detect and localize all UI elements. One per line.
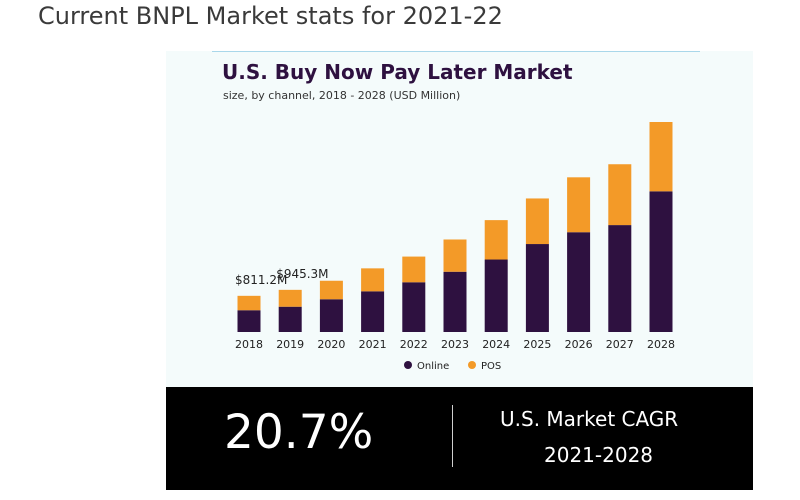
x-tick-label-2018: 2018 [235, 338, 263, 351]
data-label-2019: $945.3M [276, 267, 328, 281]
bar-online-2028 [649, 191, 673, 332]
x-tick-label-2024: 2024 [482, 338, 510, 351]
bar-online-2025 [525, 244, 549, 332]
x-tick-label-2022: 2022 [400, 338, 428, 351]
bar-online-2027 [608, 225, 632, 332]
legend-label-online: Online [417, 361, 449, 372]
bar-online-2023 [443, 271, 467, 332]
banner-divider [452, 405, 453, 467]
x-tick-label-2019: 2019 [276, 338, 304, 351]
bar-online-2022 [402, 282, 426, 332]
bar-online-2020 [319, 299, 343, 332]
card-top-divider [212, 51, 700, 52]
bar-pos-2026 [567, 177, 591, 233]
bar-pos-2021 [361, 268, 385, 292]
legend-swatch-pos [468, 361, 476, 369]
page-title: Current BNPL Market stats for 2021-22 [38, 2, 503, 30]
data-label-2018: $811.2M [235, 273, 287, 287]
bar-pos-2020 [319, 280, 343, 300]
bar-online-2024 [484, 259, 508, 332]
chart-title: U.S. Buy Now Pay Later Market [222, 60, 573, 84]
bar-online-2021 [361, 291, 385, 332]
cagr-period: 2021-2028 [544, 443, 654, 467]
cagr-banner: 20.7% U.S. Market CAGR 2021-2028 [166, 387, 753, 490]
bar-pos-2019 [278, 289, 302, 307]
chart-card: U.S. Buy Now Pay Later Market size, by c… [166, 51, 753, 388]
bar-pos-2028 [649, 122, 673, 192]
x-tick-label-2026: 2026 [565, 338, 593, 351]
legend-swatch-online [404, 361, 412, 369]
x-tick-label-2021: 2021 [359, 338, 387, 351]
bar-online-2019 [278, 306, 302, 332]
x-tick-label-2027: 2027 [606, 338, 634, 351]
bar-pos-2022 [402, 256, 426, 283]
x-tick-label-2028: 2028 [647, 338, 675, 351]
bar-pos-2025 [525, 198, 549, 245]
x-tick-label-2023: 2023 [441, 338, 469, 351]
bar-online-2018 [237, 310, 261, 332]
chart-subtitle: size, by channel, 2018 - 2028 (USD Milli… [223, 89, 461, 102]
bar-pos-2023 [443, 239, 467, 272]
stacked-bar-chart: 2018 2019 2020 2021 2022 2023 2024 2025 2026 2027… [235, 122, 675, 372]
bar-pos-2018 [237, 295, 261, 311]
x-tick-label-2020: 2020 [317, 338, 345, 351]
cagr-label: U.S. Market CAGR [500, 407, 679, 431]
legend-label-pos: POS [481, 361, 501, 372]
bar-online-2026 [567, 232, 591, 332]
bar-pos-2024 [484, 220, 508, 260]
x-tick-label-2025: 2025 [523, 338, 551, 351]
bar-pos-2027 [608, 164, 632, 226]
cagr-value: 20.7% [224, 405, 374, 460]
